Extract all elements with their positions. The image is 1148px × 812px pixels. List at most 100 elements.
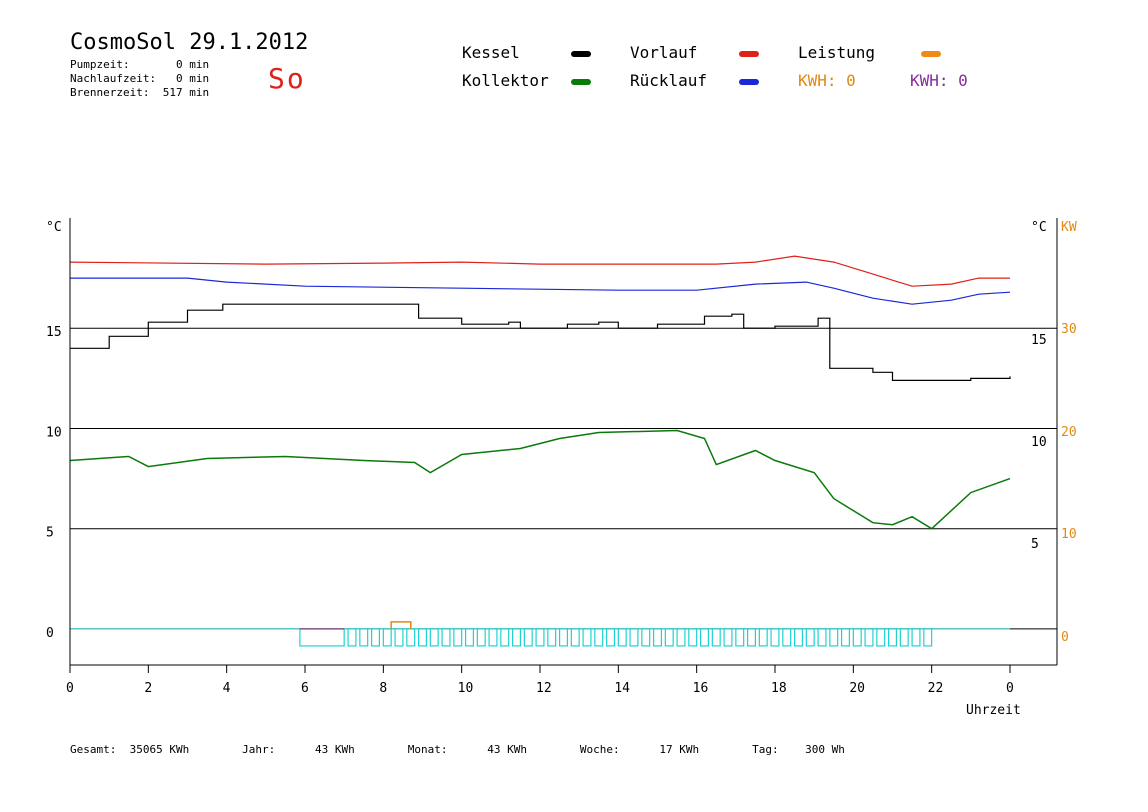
weekday-label: So	[268, 62, 306, 95]
burner-block	[441, 628, 451, 647]
burner-block	[641, 628, 651, 647]
burner-block	[617, 628, 627, 647]
x-tick-label: 2	[144, 681, 152, 696]
burner-block	[417, 628, 428, 647]
axes	[69, 218, 1058, 673]
page-title: CosmoSol 29.1.2012	[70, 30, 309, 55]
legend-leistung-swatch	[921, 51, 941, 57]
burner-block	[676, 628, 686, 647]
burner-block	[394, 628, 404, 647]
burner-block	[347, 628, 357, 647]
burner-block	[876, 628, 886, 647]
burner-block	[758, 628, 768, 647]
series-line-vorlauf	[69, 255, 1010, 287]
x-tick-label: 12	[536, 681, 552, 696]
x-tick-label: 10	[458, 681, 474, 696]
burner-block	[864, 628, 874, 647]
burner-block	[523, 628, 533, 647]
x-axis-title: Uhrzeit	[966, 703, 1021, 718]
burner-block	[511, 628, 522, 647]
x-tick-label: 0	[1006, 681, 1014, 696]
x-tick-label: 6	[301, 681, 309, 696]
burner-block	[500, 628, 510, 647]
burner-block	[664, 628, 674, 647]
tick-labels: 0 2 4 6 8 10 12 14 16 18 20 22 0 Uhrzeit °C 15 10 5 0 °C 15 1…	[46, 220, 1077, 718]
burner-block	[887, 628, 898, 647]
burner-block	[911, 628, 921, 647]
left-tick-label: 10	[46, 425, 62, 440]
burner-block	[793, 628, 804, 647]
burner-block	[899, 628, 909, 647]
x-tick-label: 0	[66, 681, 74, 696]
energy-summary: Gesamt: 35065 KWh Jahr: 43 KWh Monat: 43…	[70, 743, 845, 756]
right-temp-tick-label: 5	[1031, 537, 1039, 552]
right-temp-tick-label: 15	[1031, 333, 1047, 348]
right-power-tick-label: 0	[1061, 630, 1069, 645]
burner-block	[782, 628, 792, 647]
left-tick-label: 0	[46, 626, 54, 641]
burner-block	[429, 628, 439, 647]
burner-block	[699, 628, 710, 647]
right-temp-tick-label: 10	[1031, 435, 1047, 450]
right-temp-unit-label: °C	[1031, 220, 1047, 235]
burner-block	[723, 628, 733, 647]
legend-vorlauf-swatch	[739, 51, 759, 57]
burner-block	[370, 628, 381, 647]
burner-block	[299, 628, 345, 647]
series-line-ruecklauf	[70, 277, 1011, 305]
left-tick-label: 15	[46, 325, 62, 340]
burner-block	[570, 628, 580, 647]
burner-blocks	[70, 621, 1010, 647]
left-tick-label: 5	[46, 526, 54, 541]
series-line-kollektor	[69, 429, 1011, 530]
followup-time: Nachlaufzeit: 0 min	[70, 72, 210, 85]
leistung-blip	[390, 621, 412, 629]
burner-block	[359, 628, 369, 647]
burner-block	[488, 628, 498, 647]
burner-block	[476, 628, 486, 647]
series-lines	[69, 255, 1011, 530]
burner-block	[688, 628, 698, 647]
burner-block	[535, 628, 545, 647]
burner-block	[594, 628, 604, 647]
burner-block	[406, 628, 416, 647]
grid-lines	[70, 327, 1057, 630]
legend-kessel-label: Kessel	[462, 43, 520, 62]
x-tick-label: 8	[379, 681, 387, 696]
burner-block	[453, 628, 463, 647]
x-tick-label: 20	[849, 681, 865, 696]
right-power-tick-label: 20	[1061, 425, 1077, 440]
burner-block	[852, 628, 862, 647]
legend-kessel-swatch	[571, 51, 591, 57]
pump-time: Pumpzeit: 0 min	[70, 58, 210, 71]
burner-block	[817, 628, 827, 647]
right-power-tick-label: 30	[1061, 322, 1077, 337]
series-line-kessel	[70, 303, 1011, 381]
burner-block	[652, 628, 663, 647]
x-tick-label: 14	[614, 681, 630, 696]
kwh-purple-value: KWH: 0	[910, 71, 968, 90]
legend-ruecklauf-label: Rücklauf	[630, 71, 708, 90]
burner-block	[829, 628, 839, 647]
burner-block	[382, 628, 392, 647]
x-tick-label: 4	[223, 681, 231, 696]
x-tick-label: 22	[928, 681, 944, 696]
left-unit-label: °C	[46, 220, 62, 235]
burner-block	[464, 628, 475, 647]
right-power-tick-label: 10	[1061, 527, 1077, 542]
burner-block	[558, 628, 569, 647]
legend-vorlauf-label: Vorlauf	[630, 43, 698, 62]
burner-block	[770, 628, 780, 647]
legend-ruecklauf-swatch	[739, 79, 759, 85]
burner-block	[735, 628, 745, 647]
burner-block	[840, 628, 851, 647]
burner-block	[711, 628, 721, 647]
burner-block	[582, 628, 592, 647]
burner-time: Brennerzeit: 517 min	[70, 86, 210, 99]
right-power-unit-label: KW	[1061, 220, 1077, 235]
burner-block	[629, 628, 639, 647]
legend-kollektor-swatch	[571, 79, 591, 85]
burner-block	[923, 628, 933, 647]
burner-block	[746, 628, 757, 647]
kwh-orange-value: KWH: 0	[798, 71, 856, 90]
